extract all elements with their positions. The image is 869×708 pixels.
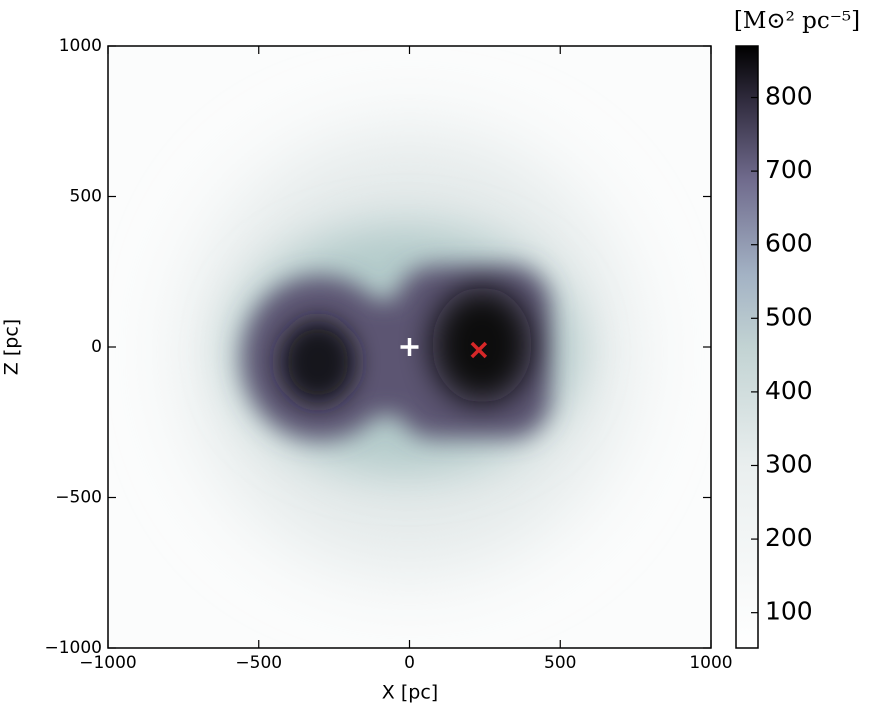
x-tick-label: 1000: [689, 653, 732, 673]
colorbar-tick-label: 500: [765, 302, 813, 331]
colorbar-tick-label: 300: [765, 449, 813, 478]
x-tick-label: 0: [404, 653, 415, 673]
y-tick-label: −1000: [44, 638, 102, 658]
x-tick-label: −500: [235, 653, 282, 673]
colorbar-tick-label: 600: [765, 229, 813, 258]
marker: [470, 341, 488, 359]
marker-stroke: [470, 341, 488, 359]
colorbar-label: [M⊙² pc⁻⁵]: [734, 8, 860, 34]
y-tick-label: 0: [91, 337, 102, 357]
x-axis-label: X [pc]: [382, 682, 438, 704]
colorbar: [735, 45, 759, 649]
y-tick-label: 1000: [59, 36, 102, 56]
colorbar-tick-label: 800: [765, 82, 813, 111]
colorbar-tick-label: 700: [765, 155, 813, 184]
x-tick-label: −1000: [79, 653, 137, 673]
x-tick-label: 500: [544, 653, 576, 673]
y-tick-label: −500: [55, 488, 102, 508]
marker: [400, 338, 419, 356]
y-axis-label: Z [pc]: [1, 319, 23, 375]
y-tick-label: 500: [70, 187, 102, 207]
colorbar-tick-label: 400: [765, 376, 813, 405]
colorbar-tick-label: 200: [765, 523, 813, 552]
colorbar-tick-label: 100: [765, 597, 813, 626]
